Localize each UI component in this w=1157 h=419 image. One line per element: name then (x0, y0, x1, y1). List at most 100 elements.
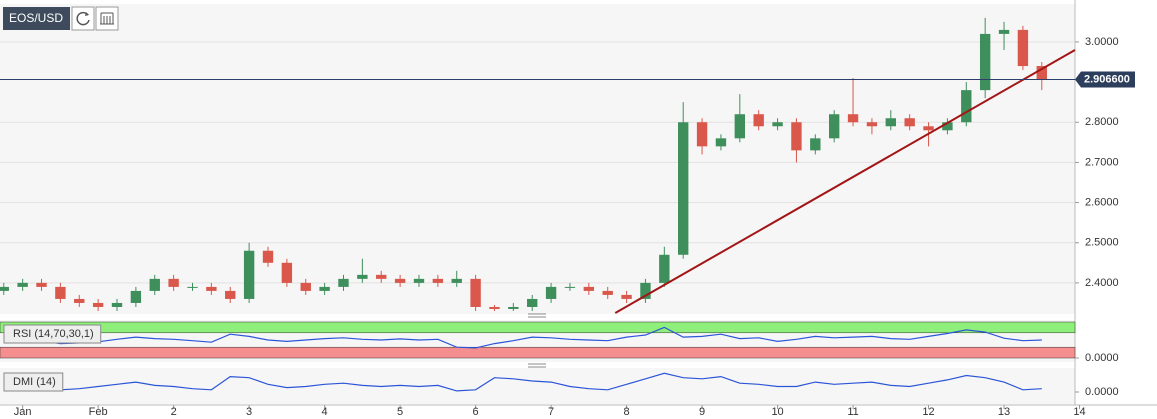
x-tick-label: 11 (847, 406, 858, 418)
y-tick-label: 2.4000 (1085, 277, 1119, 289)
candle-body (979, 33, 991, 91)
x-tick-label: 6 (473, 406, 479, 418)
x-tick-label: 7 (548, 406, 554, 418)
candle-body (300, 282, 311, 291)
candle-body (545, 286, 557, 299)
candle-body (998, 29, 1010, 34)
candle-body (696, 122, 708, 147)
candle-body (413, 278, 425, 283)
dmi-line (3, 372, 1042, 392)
candle-body (583, 286, 595, 291)
rsi-label-box (3, 324, 102, 344)
candle-body (17, 282, 28, 287)
candle-body (338, 278, 349, 287)
candle-body (942, 122, 953, 131)
candle-body (130, 290, 142, 303)
refresh-icon (76, 11, 90, 26)
candle-body (734, 114, 746, 139)
oversold-band (0, 346, 1076, 359)
candle-body (564, 286, 576, 288)
candle-body (168, 278, 179, 287)
candle-body (357, 274, 368, 279)
refresh-button[interactable] (71, 6, 95, 31)
y-tick-label: 0.0000 (1085, 386, 1119, 398)
candle-body (55, 286, 66, 299)
y-tick-label: 2.8000 (1085, 116, 1119, 128)
settings-icon (100, 12, 114, 25)
candle-body (1017, 29, 1029, 67)
candle-body (432, 278, 444, 283)
trendline (614, 49, 1076, 314)
candle-body (394, 278, 406, 283)
x-tick-label: 13 (998, 406, 1010, 418)
candle-body (923, 126, 934, 131)
x-tick-label: Jan (14, 406, 32, 418)
candle-body (92, 302, 104, 307)
refresh-arrow (85, 12, 89, 16)
toolbar: EOS/USD (3, 6, 119, 31)
rsi-label: RSI (14,70,30,1) (13, 328, 94, 340)
current-price-box (1075, 71, 1135, 88)
candle-body (149, 278, 160, 291)
x-tick-label: 10 (771, 406, 783, 418)
candle-body (225, 290, 236, 299)
candle-body (376, 274, 387, 279)
candle-body (470, 278, 481, 307)
x-tick-label: 14 (1073, 406, 1085, 418)
candle-body (206, 286, 217, 291)
candle-body (621, 294, 632, 299)
y-tick-label: 3.0000 (1085, 36, 1119, 48)
candle-body (489, 306, 500, 309)
candle-body (36, 282, 47, 287)
candle-body (640, 282, 651, 299)
candle-body (828, 114, 840, 139)
x-tick-label: 4 (322, 406, 328, 418)
candle-body (810, 138, 821, 151)
candle-body (74, 298, 85, 303)
dmi-label-box (3, 372, 64, 392)
y-tick-label: 2.7000 (1085, 156, 1119, 168)
candle-body (508, 306, 519, 309)
dmi-label: DMI (14) (13, 376, 56, 388)
candle-body (847, 114, 859, 123)
x-tick-label: 2 (171, 406, 177, 418)
candle-body (0, 286, 9, 291)
overbought-band (0, 321, 1076, 334)
candle-body (262, 250, 274, 263)
candle-body (791, 122, 802, 151)
candle-body (904, 118, 915, 127)
candle-body (111, 302, 123, 307)
symbol: EOS/USD (9, 11, 63, 25)
candle-body (753, 114, 764, 127)
x-tick-label: Feb (89, 406, 108, 418)
candle-body (772, 122, 783, 127)
candle-body (678, 122, 689, 255)
rsi-line (3, 326, 1042, 349)
candle-body (885, 118, 896, 127)
y-tick-label: 2.6000 (1085, 196, 1119, 208)
candle-body (187, 286, 198, 288)
candle-body (961, 90, 972, 123)
x-tick-label: 8 (624, 406, 630, 418)
candle-body (715, 138, 727, 147)
x-tick-label: 12 (922, 406, 934, 418)
main-panel (0, 4, 1075, 314)
symbol-box[interactable] (3, 7, 70, 30)
candle-body (243, 250, 255, 299)
panel-grip[interactable] (528, 313, 546, 318)
x-tick-label: 5 (397, 406, 403, 418)
x-tick-label: 3 (246, 406, 252, 418)
candle-body (281, 262, 293, 283)
y-tick-label: 2.5000 (1085, 237, 1119, 249)
candle-body (451, 278, 462, 283)
x-tick-label: 9 (699, 406, 705, 418)
current-price-label: 2.906600 (1084, 73, 1130, 85)
candle-body (319, 286, 330, 291)
candle-body (866, 122, 878, 127)
candle-body (659, 254, 670, 283)
y-tick-label: 0.0000 (1085, 352, 1119, 364)
panel-grip[interactable] (528, 363, 546, 368)
candle-body (602, 290, 613, 295)
